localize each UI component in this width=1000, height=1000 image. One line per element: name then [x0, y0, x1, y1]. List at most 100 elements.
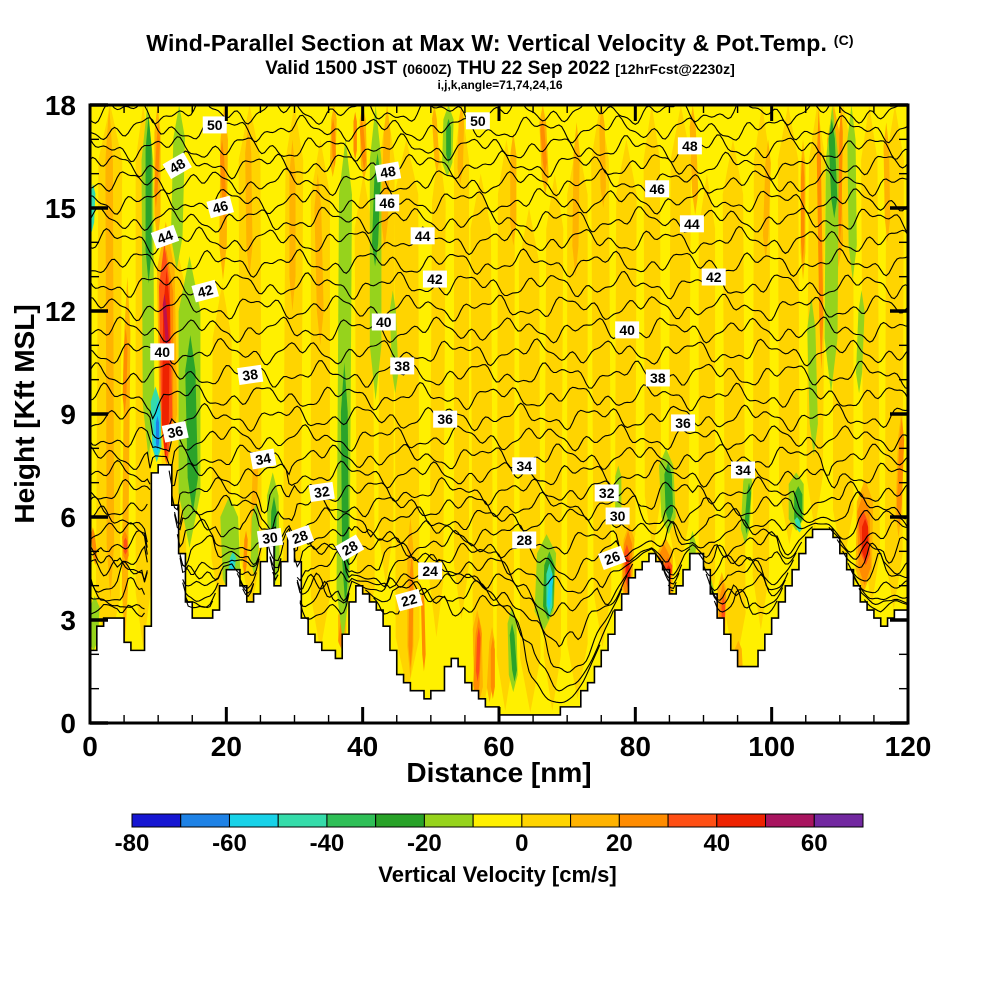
contour-label-box — [395, 588, 423, 612]
velocity-band-gd — [828, 118, 838, 219]
y-tick-label: 6 — [60, 502, 76, 533]
colorbar-segment — [131, 813, 182, 828]
contour-label-box — [465, 112, 490, 130]
contour-label: 42 — [701, 268, 726, 286]
contour-label: 34 — [731, 461, 756, 479]
contour-label-box — [594, 484, 619, 502]
contour-line-41 — [90, 293, 908, 322]
x-tick-label: 0 — [82, 731, 98, 762]
contour-label: 40 — [150, 343, 175, 361]
contour-label: 42 — [422, 270, 447, 288]
contour-field: 50 50 48 48 48 46 46 46 44 44 44 42 42 42 40 40 40 38 38 38… — [90, 105, 908, 723]
contour-label-value: 38 — [394, 358, 410, 374]
contour-label-value: 30 — [261, 529, 279, 547]
valid-time: Valid 1500 JST — [265, 58, 398, 79]
contour-line-29 — [90, 518, 908, 558]
colorbar: -80 -60 -40 -20 0 20 40 60 Vertical Velocity [cm… — [115, 813, 864, 887]
y-tick-label: 18 — [45, 90, 76, 121]
velocity-band-a — [457, 105, 465, 184]
contour-label: 46 — [645, 180, 670, 198]
x-tick-label: 60 — [483, 731, 514, 762]
contour-label: 22 — [395, 588, 423, 612]
contour-label-value: 50 — [470, 113, 486, 129]
contour-label-value: 40 — [619, 322, 635, 338]
grid-info: i,j,k,angle=71,74,24,16 — [437, 78, 563, 92]
velocity-band-o — [353, 111, 357, 160]
contour-label-box — [390, 357, 415, 375]
velocity-band-o — [838, 105, 843, 243]
contour-line-23 — [90, 580, 908, 692]
chart-header: Wind-Parallel Section at Max W: Vertical… — [0, 30, 1000, 92]
contour-label-box — [249, 448, 277, 470]
colorbar-tick-label: 0 — [515, 830, 528, 857]
contour-line-43 — [90, 247, 908, 278]
colorbar-tick-label: -80 — [115, 830, 150, 857]
colorbar-tick-label: -20 — [407, 830, 442, 857]
velocity-band-gd — [744, 482, 752, 535]
contour-label-box — [422, 270, 447, 288]
velocity-band-gd — [664, 462, 674, 524]
y-tick-label: 0 — [60, 708, 76, 739]
x-axis-title: Distance [nm] — [406, 757, 591, 788]
velocity-band-o — [408, 554, 414, 669]
velocity-band-bl — [155, 415, 160, 451]
velocity-band-o — [243, 530, 248, 576]
colorbar-segment — [716, 813, 767, 828]
contour-label-value: 44 — [155, 227, 175, 247]
contour-label-value: 32 — [313, 483, 331, 501]
contour-label: 26 — [597, 545, 627, 570]
velocity-band-g — [310, 139, 330, 651]
velocity-band-g — [777, 105, 800, 545]
y-axis-title: Height [Kft MSL] — [9, 304, 40, 523]
contour-label-value: 28 — [290, 527, 310, 547]
contour-label: 28 — [335, 534, 365, 562]
velocity-band-o — [800, 156, 805, 263]
contour-line-48 — [90, 150, 908, 180]
contour-label-value: 48 — [682, 138, 698, 154]
contour-label-box — [285, 524, 315, 550]
colorbar-tick-label: -40 — [310, 830, 345, 857]
axis-ticks — [88, 103, 910, 725]
contour-line-31 — [90, 491, 908, 531]
contour-label-box — [605, 507, 630, 525]
contour-line-37 — [90, 381, 908, 420]
velocity-band-gl — [847, 105, 857, 281]
velocity-band-a — [431, 105, 440, 174]
velocity-band-a — [105, 105, 115, 600]
x-tick-label: 20 — [211, 731, 242, 762]
contour-line-35 — [90, 423, 908, 453]
contour-label-value: 46 — [649, 181, 665, 197]
colorbar-segment — [375, 813, 425, 828]
velocity-band-a — [689, 105, 699, 215]
contour-label-value: 36 — [675, 415, 691, 431]
contour-label: 46 — [206, 195, 234, 219]
colorbar-segment — [521, 813, 572, 828]
contour-label-value: 44 — [415, 228, 431, 244]
colorbar-tick-label: 20 — [606, 830, 633, 857]
chart-title-units: (C) — [833, 32, 854, 48]
contour-label: 36 — [161, 421, 189, 443]
contour-label-box — [256, 527, 284, 549]
contour-label-value: 32 — [599, 485, 615, 501]
contour-label: 34 — [249, 448, 277, 470]
contour-label-box — [731, 461, 756, 479]
velocity-band-gd — [446, 118, 451, 164]
contour-label: 36 — [671, 414, 696, 432]
colorbar-segment — [570, 813, 620, 828]
velocity-band-a — [762, 139, 771, 260]
velocity-band-o — [421, 585, 426, 672]
contour-label-value: 36 — [166, 422, 185, 441]
velocity-band-o — [359, 118, 367, 171]
contour-label-box — [308, 481, 335, 503]
velocity-band-o — [540, 118, 547, 174]
contour-line-46 — [90, 187, 908, 215]
contour-label-value: 22 — [399, 590, 418, 610]
colorbar-segment — [277, 813, 328, 828]
velocity-band-o — [154, 122, 161, 208]
contour-line-32 — [90, 476, 908, 516]
contour-label: 38 — [645, 369, 670, 387]
contour-label-value: 24 — [422, 563, 438, 579]
contour-label: 30 — [256, 527, 284, 549]
contour-label-value: 48 — [167, 155, 189, 177]
chart-title-text: Wind-Parallel Section at Max W: Vertical… — [146, 30, 828, 56]
